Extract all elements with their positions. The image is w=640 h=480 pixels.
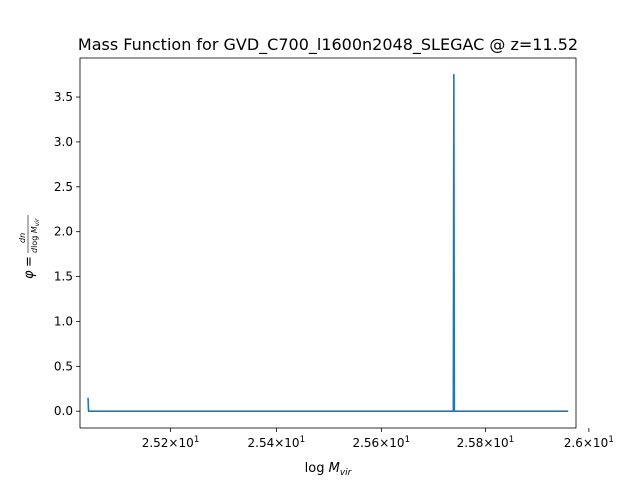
y-tick-label: 1.5 — [54, 270, 73, 284]
x-axis-label: log Mvir — [305, 461, 353, 478]
plot-area — [80, 58, 576, 428]
y-tick-label: 3.5 — [54, 90, 73, 104]
x-tick-label: 2.6×101 — [564, 435, 614, 450]
svg-text:φ: φ — [22, 270, 37, 279]
x-tick-label: 2.52×101 — [142, 435, 200, 450]
y-tick-label: 3.0 — [54, 135, 73, 149]
x-tick-label: 2.56×101 — [352, 435, 410, 450]
chart-title: Mass Function for GVD_C700_l1600n2048_SL… — [78, 35, 578, 55]
series-layer — [87, 73, 569, 413]
svg-text:=: = — [22, 256, 37, 267]
x-axis-ticks: 2.52×101 2.54×101 2.56×101 2.58×101 2.6×101 — [142, 428, 614, 450]
y-tick-label: 0.0 — [54, 404, 73, 418]
y-tick-label: 0.5 — [54, 359, 73, 373]
y-axis-ticks: 0.0 0.5 1.0 1.5 2.0 2.5 3.0 3.5 — [54, 90, 80, 418]
x-tick-label: 2.58×101 — [457, 435, 515, 450]
y-tick-label: 1.0 — [54, 314, 73, 328]
svg-text:dlog Mvir: dlog Mvir — [30, 218, 41, 253]
series-line-0 — [87, 73, 569, 413]
x-tick-label: 2.54×101 — [248, 435, 306, 450]
y-axis-label: φ = dn dlog Mvir — [18, 215, 41, 279]
y-tick-label: 2.0 — [54, 225, 73, 239]
svg-text:dn: dn — [18, 233, 27, 243]
plot-frame — [79, 57, 577, 429]
y-tick-label: 2.5 — [54, 180, 73, 194]
